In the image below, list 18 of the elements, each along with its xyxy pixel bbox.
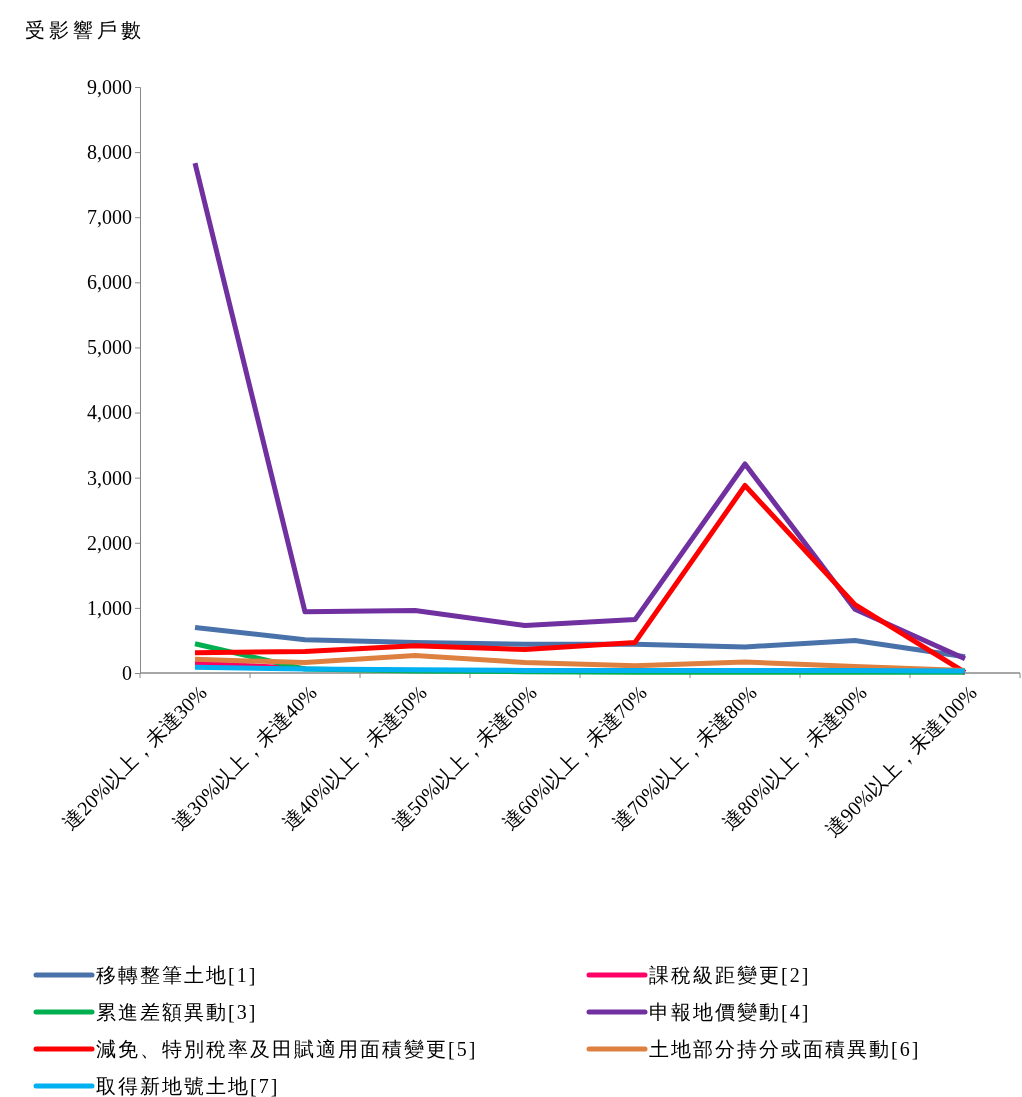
y-tick-label: 0 (122, 661, 132, 684)
y-tick-label: 6,000 (87, 271, 132, 294)
y-tick-label: 9,000 (87, 75, 132, 98)
legend-label: 課稅級距變更[2] (649, 964, 811, 986)
y-tick-label: 2,000 (87, 531, 132, 554)
legend-label: 減免、特別稅率及田賦適用面積變更[5] (96, 1038, 478, 1060)
y-tick-label: 4,000 (87, 401, 132, 424)
legend-label: 土地部分持分或面積異動[6] (649, 1038, 921, 1060)
y-tick-label: 3,000 (87, 466, 132, 489)
legend-label: 累進差額異動[3] (96, 1001, 258, 1023)
y-tick-label: 1,000 (87, 596, 132, 619)
legend-label: 移轉整筆土地[1] (96, 964, 258, 986)
y-axis-title: 受影響戶數 (25, 19, 145, 41)
legend-label: 申報地價變動[4] (649, 1001, 811, 1023)
legend-label: 取得新地號土地[7] (96, 1075, 280, 1097)
y-tick-label: 7,000 (87, 206, 132, 229)
y-tick-label: 5,000 (87, 336, 132, 359)
y-tick-label: 8,000 (87, 141, 132, 164)
